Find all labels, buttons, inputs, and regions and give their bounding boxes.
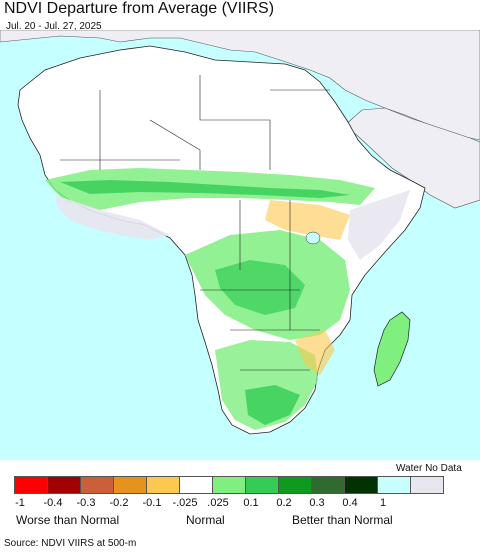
legend-swatch	[212, 476, 246, 494]
legend-ticks: -1 -0.4 -0.3 -0.2 -0.1 -.025 .025 0.1 0.2 0.3 0.4 1	[0, 497, 480, 511]
legend-swatch	[146, 476, 180, 494]
date-range: Jul. 20 - Jul. 27, 2025	[6, 21, 102, 32]
legend-swatch	[278, 476, 312, 494]
sahel-dark	[60, 180, 350, 198]
mozambique-dry	[295, 330, 335, 375]
congo-dark	[215, 260, 305, 315]
lake-victoria	[305, 231, 321, 245]
legend-tick-label: 0.3	[309, 497, 325, 509]
legend-tick-label: -0.2	[109, 497, 129, 509]
page-title: NDVI Departure from Average (VIIRS)	[4, 0, 275, 17]
legend-tick-label: -0.3	[76, 497, 96, 509]
legend-tick-label: -0.4	[43, 497, 63, 509]
legend-swatch	[179, 476, 213, 494]
legend-tick-label: .025	[207, 497, 229, 509]
horn-grey	[348, 190, 410, 260]
legend-better-label: Better than Normal	[292, 513, 393, 527]
legend-swatch	[311, 476, 345, 494]
legend-normal-label: Normal	[186, 513, 225, 527]
legend-tick-label: 0.2	[276, 497, 292, 509]
legend-swatch	[14, 476, 48, 494]
west-africa	[55, 195, 170, 240]
south-dark	[245, 385, 300, 425]
arabia-no-data	[344, 107, 480, 209]
source-note: Source: NDVI VIIRS at 500-m	[4, 538, 137, 549]
legend-swatch	[245, 476, 279, 494]
legend-tick-label: 1	[379, 497, 387, 509]
legend-swatch	[410, 476, 444, 494]
legend-worse-label: Worse than Normal	[16, 513, 120, 527]
legend-tick-label: -1	[15, 497, 25, 509]
legend-tick-label: -.025	[172, 497, 198, 509]
legend-tick-label: -0.1	[142, 497, 162, 509]
legend-tick-label: 0.4	[342, 497, 358, 509]
country-borders	[60, 75, 330, 371]
legend-water-label: Water No Data	[396, 463, 462, 474]
legend-swatch	[377, 476, 411, 494]
legend-swatches	[14, 476, 444, 494]
legend-swatch	[47, 476, 81, 494]
legend-swatch	[344, 476, 378, 494]
legend-swatch	[80, 476, 114, 494]
legend-tick-label: 0.1	[243, 497, 259, 509]
ndvi-map	[0, 30, 480, 460]
madagascar	[373, 311, 411, 387]
legend-swatch	[113, 476, 147, 494]
east-africa-dry	[265, 200, 350, 240]
